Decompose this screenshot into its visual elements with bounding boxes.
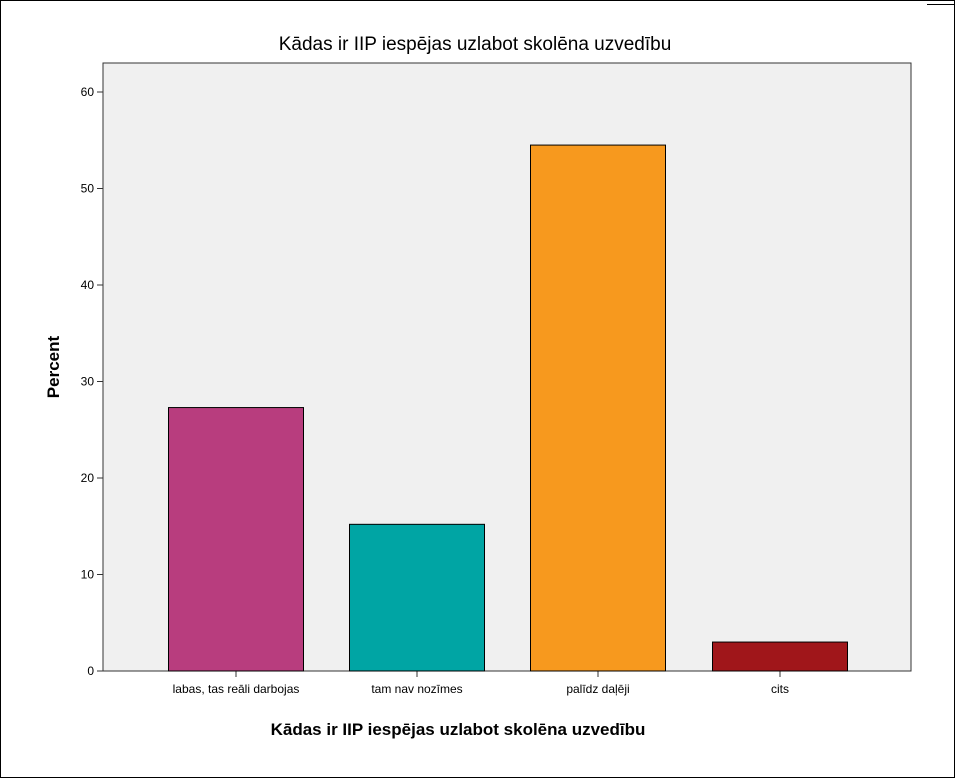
y-tick-label: 60	[81, 85, 95, 99]
y-tick-label: 0	[87, 664, 94, 678]
x-tick-label: tam nav nozīmes	[371, 682, 462, 696]
y-tick-label: 40	[81, 278, 95, 292]
y-axis-title: Percent	[44, 335, 63, 398]
x-tick-label: palīdz daļēji	[566, 682, 629, 696]
bar	[349, 523, 485, 672]
y-tick-label: 30	[81, 375, 95, 389]
x-tick-label: cits	[771, 682, 789, 696]
y-tick-label: 10	[81, 568, 95, 582]
x-axis-title: Kādas ir IIP iespējas uzlabot skolēna uz…	[271, 720, 646, 739]
y-axis: 0 10 20 30 40 50 60	[81, 85, 103, 678]
bars-group	[168, 144, 848, 672]
y-tick-label: 50	[81, 182, 95, 196]
bar	[530, 144, 666, 672]
x-axis: labas, tas reāli darbojas tam nav nozīmes…	[173, 671, 789, 696]
bar	[168, 407, 304, 672]
bar	[712, 641, 848, 672]
x-tick-label: labas, tas reāli darbojas	[173, 682, 300, 696]
y-tick-label: 20	[81, 471, 95, 485]
frame-edge-line	[927, 4, 955, 5]
chart-title: Kādas ir IIP iespējas uzlabot skolēna uz…	[279, 34, 672, 55]
